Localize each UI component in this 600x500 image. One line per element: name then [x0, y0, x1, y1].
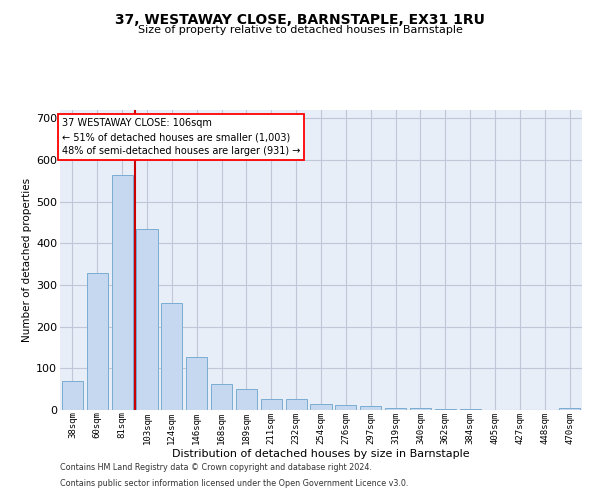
Bar	[136, 229, 158, 410]
Bar	[310, 404, 332, 410]
Y-axis label: Number of detached properties: Number of detached properties	[22, 178, 32, 342]
Bar	[62, 381, 83, 410]
Text: 37 WESTAWAY CLOSE: 106sqm
← 51% of detached houses are smaller (1,003)
48% of se: 37 WESTAWAY CLOSE: 106sqm ← 51% of detac…	[62, 118, 301, 156]
Text: Size of property relative to detached houses in Barnstaple: Size of property relative to detached ho…	[137, 25, 463, 35]
Text: 37, WESTAWAY CLOSE, BARNSTAPLE, EX31 1RU: 37, WESTAWAY CLOSE, BARNSTAPLE, EX31 1RU	[115, 12, 485, 26]
Bar	[385, 408, 406, 410]
Bar	[335, 404, 356, 410]
Bar	[87, 274, 108, 410]
Bar	[112, 176, 133, 410]
Bar	[360, 406, 381, 410]
X-axis label: Distribution of detached houses by size in Barnstaple: Distribution of detached houses by size …	[172, 449, 470, 459]
Bar	[286, 399, 307, 410]
Text: Contains public sector information licensed under the Open Government Licence v3: Contains public sector information licen…	[60, 478, 409, 488]
Bar	[236, 389, 257, 410]
Bar	[435, 409, 456, 410]
Bar	[161, 304, 182, 410]
Bar	[211, 384, 232, 410]
Bar	[460, 409, 481, 410]
Bar	[559, 408, 580, 410]
Bar	[186, 356, 207, 410]
Text: Contains HM Land Registry data © Crown copyright and database right 2024.: Contains HM Land Registry data © Crown c…	[60, 464, 372, 472]
Bar	[410, 408, 431, 410]
Bar	[261, 399, 282, 410]
